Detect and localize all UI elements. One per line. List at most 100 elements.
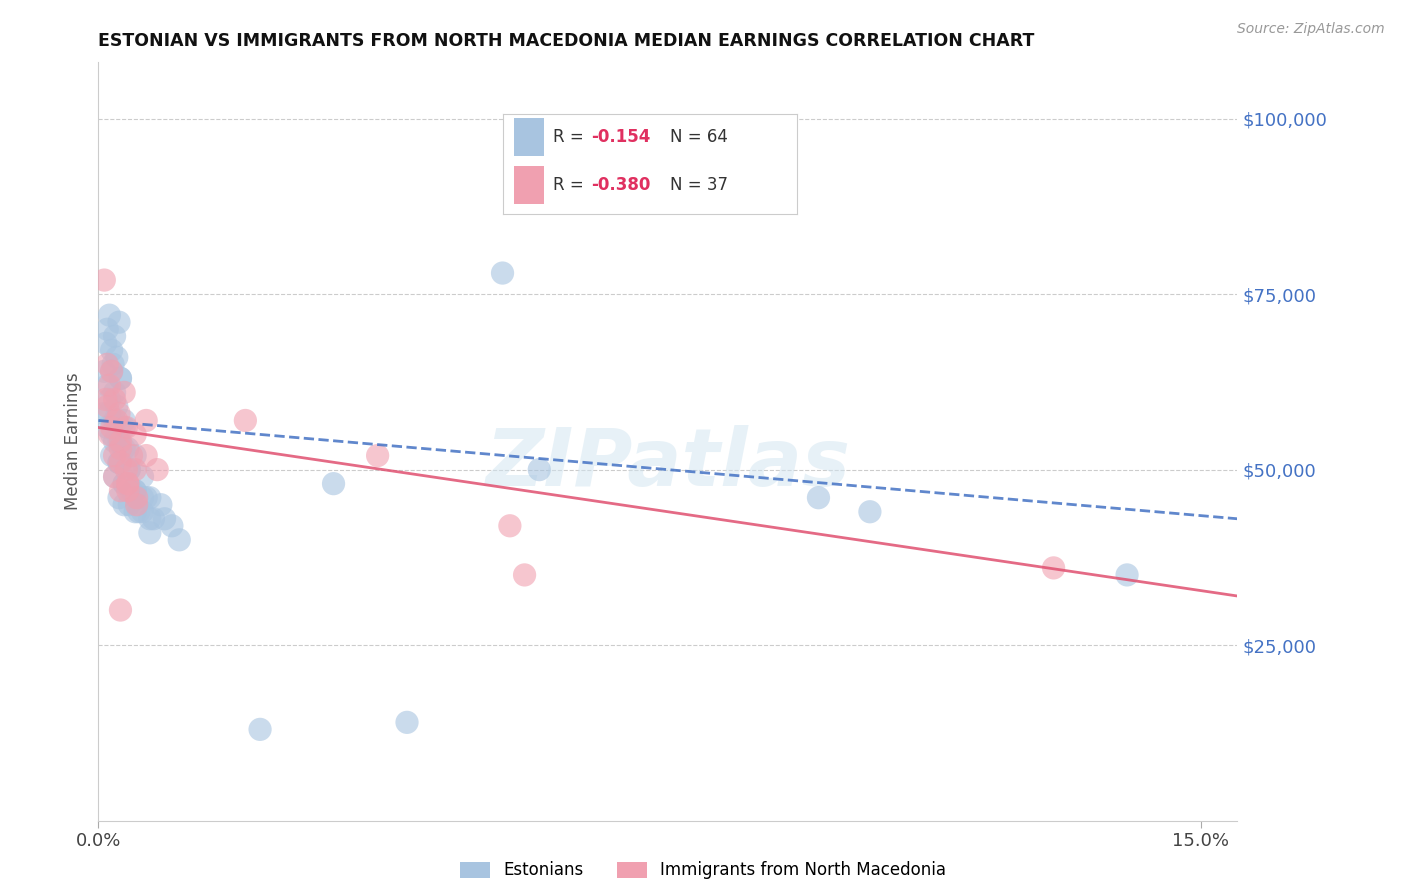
Point — [124, 449, 146, 463]
Point — [110, 603, 132, 617]
Point — [96, 357, 118, 371]
Point — [131, 491, 153, 505]
Text: Source: ZipAtlas.com: Source: ZipAtlas.com — [1237, 22, 1385, 37]
Point — [118, 462, 141, 476]
Text: ESTONIAN VS IMMIGRANTS FROM NORTH MACEDONIA MEDIAN EARNINGS CORRELATION CHART: ESTONIAN VS IMMIGRANTS FROM NORTH MACEDO… — [98, 32, 1035, 50]
Point — [110, 434, 132, 449]
Point — [100, 449, 122, 463]
Bar — [515, 118, 544, 156]
Point — [103, 413, 125, 427]
Point — [96, 378, 118, 392]
Point — [1042, 561, 1064, 575]
Point — [153, 512, 176, 526]
Point — [94, 392, 117, 407]
Point — [94, 336, 117, 351]
Point — [108, 315, 131, 329]
Point — [135, 449, 157, 463]
Point — [108, 434, 131, 449]
Point — [513, 568, 536, 582]
Point — [96, 400, 118, 414]
Point — [139, 512, 162, 526]
Point — [98, 427, 121, 442]
Point — [112, 442, 135, 456]
Text: -0.380: -0.380 — [591, 176, 651, 194]
Point — [115, 420, 138, 434]
Point — [499, 518, 522, 533]
Point — [105, 351, 128, 365]
Point — [110, 483, 132, 498]
Point — [100, 364, 122, 378]
Point — [125, 498, 148, 512]
Point — [103, 329, 125, 343]
Point — [167, 533, 190, 547]
Point — [135, 413, 157, 427]
Point — [149, 498, 172, 512]
Point — [139, 491, 162, 505]
Point — [117, 476, 139, 491]
Point — [100, 427, 122, 442]
Point — [100, 420, 122, 434]
Point — [491, 266, 513, 280]
Point — [118, 462, 141, 476]
Point — [529, 462, 551, 476]
Point — [807, 491, 830, 505]
Point — [112, 413, 135, 427]
Point — [108, 456, 131, 470]
Point — [100, 343, 122, 358]
Point — [249, 723, 271, 737]
Point — [103, 434, 125, 449]
Point — [93, 407, 115, 421]
Text: N = 37: N = 37 — [671, 176, 728, 194]
Text: N = 64: N = 64 — [671, 128, 728, 145]
Point — [103, 469, 125, 483]
Point — [142, 512, 165, 526]
Point — [131, 469, 153, 483]
Point — [108, 407, 131, 421]
Point — [131, 505, 153, 519]
Point — [125, 491, 148, 505]
Point — [160, 518, 183, 533]
Text: R =: R = — [553, 176, 589, 194]
Bar — [515, 166, 544, 203]
Point — [112, 476, 135, 491]
Point — [115, 462, 138, 476]
Legend: Estonians, Immigrants from North Macedonia: Estonians, Immigrants from North Macedon… — [460, 861, 946, 880]
Point — [103, 469, 125, 483]
Point — [235, 413, 257, 427]
Point — [98, 392, 121, 407]
Point — [124, 462, 146, 476]
Point — [135, 491, 157, 505]
Point — [93, 273, 115, 287]
Point — [96, 322, 118, 336]
Point — [124, 505, 146, 519]
Point — [1116, 568, 1139, 582]
Text: R =: R = — [553, 128, 589, 145]
Point — [108, 456, 131, 470]
Point — [128, 505, 150, 519]
Point — [859, 505, 882, 519]
Point — [110, 456, 132, 470]
Point — [367, 449, 389, 463]
Text: -0.154: -0.154 — [591, 128, 651, 145]
Point — [322, 476, 344, 491]
Point — [103, 385, 125, 400]
Point — [395, 715, 418, 730]
Point — [98, 378, 121, 392]
Point — [117, 476, 139, 491]
Point — [139, 525, 162, 540]
Point — [103, 392, 125, 407]
Point — [98, 308, 121, 322]
Point — [112, 498, 135, 512]
Point — [100, 364, 122, 378]
Point — [110, 371, 132, 385]
Point — [124, 483, 146, 498]
Point — [103, 449, 125, 463]
Point — [108, 491, 131, 505]
Text: ZIPatlas: ZIPatlas — [485, 425, 851, 503]
Point — [105, 400, 128, 414]
Point — [110, 442, 132, 456]
Point — [101, 357, 124, 371]
Point — [93, 364, 115, 378]
Point — [96, 420, 118, 434]
Point — [121, 483, 143, 498]
